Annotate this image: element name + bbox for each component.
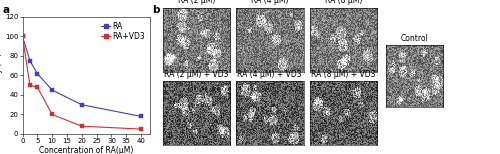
Text: Control: Control — [400, 34, 428, 43]
X-axis label: Concentration of RA(μM): Concentration of RA(μM) — [39, 146, 134, 154]
Text: RA (4 μM) + VD3: RA (4 μM) + VD3 — [238, 70, 302, 79]
Text: RA (4 μM): RA (4 μM) — [251, 0, 288, 5]
Text: RA (8 μM) + VD3: RA (8 μM) + VD3 — [311, 70, 376, 79]
Legend: RA, RA+VD3: RA, RA+VD3 — [100, 21, 146, 42]
Text: RA (8 μM): RA (8 μM) — [324, 0, 362, 5]
Text: b: b — [152, 5, 160, 15]
Text: RA (2 μM): RA (2 μM) — [178, 0, 215, 5]
Text: RA (2 μM) + VD3: RA (2 μM) + VD3 — [164, 70, 228, 79]
Y-axis label: viability (%): viability (%) — [0, 52, 4, 99]
Text: a: a — [2, 5, 10, 15]
